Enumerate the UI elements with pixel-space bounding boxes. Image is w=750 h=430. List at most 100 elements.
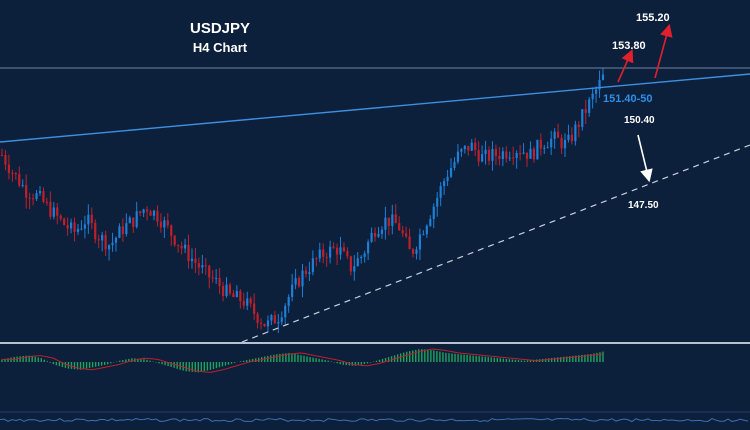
candle-bull	[107, 245, 111, 250]
candle-bear	[332, 246, 335, 248]
candle-bear	[90, 214, 93, 223]
candle-bear	[49, 201, 52, 217]
candle-bull	[563, 140, 567, 149]
candle-bear	[512, 157, 515, 159]
candle-bear	[31, 198, 35, 200]
chart-subtitle: H4 Chart	[193, 40, 248, 55]
candle-bear	[273, 315, 276, 324]
candle-bear	[7, 164, 11, 173]
candle-bull	[80, 228, 83, 230]
candle-bear	[304, 270, 308, 275]
candle-bull	[429, 218, 432, 226]
candle-bull	[591, 93, 594, 100]
label-147-50: 147.50	[628, 200, 659, 211]
candle-bear	[556, 131, 560, 138]
candle-bear	[173, 235, 176, 245]
candle-bull	[491, 148, 494, 161]
candle-bear	[346, 251, 349, 257]
candle-bull	[508, 157, 511, 159]
candle-bear	[405, 233, 408, 237]
candle-bull	[601, 74, 605, 81]
candle-bull	[280, 317, 283, 323]
candle-bear	[322, 249, 325, 257]
candle-bull	[501, 151, 504, 159]
candle-bull	[277, 322, 280, 324]
candle-bear	[577, 124, 580, 127]
candle-bear	[170, 225, 173, 236]
candle-bear	[0, 154, 4, 156]
candle-bull	[101, 234, 104, 241]
candle-bull	[35, 193, 38, 200]
candle-bull	[529, 148, 532, 159]
candle-bear	[325, 256, 328, 258]
candle-bear	[94, 222, 97, 240]
candle-bear	[204, 265, 207, 267]
candle-bear	[139, 211, 142, 214]
candle-bull	[456, 151, 460, 162]
candle-bull	[111, 242, 114, 246]
candle-bull	[329, 246, 332, 258]
candle-bull	[190, 258, 194, 262]
candle-bull	[125, 223, 128, 235]
label-153-80: 153.80	[612, 40, 646, 52]
label-155-20: 155.20	[636, 12, 670, 24]
candle-bull	[574, 124, 577, 142]
candle-bull	[460, 149, 463, 152]
candle-bear	[228, 284, 232, 294]
candle-bull	[266, 320, 270, 327]
candle-bear	[11, 172, 14, 174]
candle-bear	[180, 245, 183, 249]
candle-bull	[287, 296, 290, 306]
candle-bear	[474, 142, 477, 151]
candle-bear	[25, 184, 28, 198]
candle-bull	[294, 278, 297, 285]
candle-bull	[484, 149, 487, 155]
candle-bull	[246, 298, 249, 306]
candle-bear	[45, 201, 49, 203]
candle-bull	[118, 226, 121, 238]
candle-bull	[377, 233, 380, 237]
candle-bull	[308, 272, 311, 275]
candle-bear	[335, 247, 339, 255]
support-trendline	[241, 144, 750, 343]
candle-bull	[515, 153, 518, 158]
candle-bull	[76, 228, 80, 232]
candle-bear	[297, 278, 301, 287]
candle-bull	[339, 247, 342, 255]
candle-bull	[356, 258, 359, 267]
candle-bear	[166, 220, 169, 226]
candle-bear	[42, 191, 45, 202]
candle-bear	[242, 301, 245, 306]
candle-bear	[259, 322, 263, 324]
candle-bull	[432, 206, 435, 219]
candle-bear	[208, 265, 211, 278]
candle-bear	[467, 145, 470, 151]
candle-bull	[415, 249, 418, 254]
candle-bear	[63, 218, 66, 226]
candle-bull	[367, 241, 370, 254]
candle-bull	[446, 176, 449, 182]
candle-bear	[221, 286, 225, 297]
candle-bear	[560, 137, 563, 149]
candle-bear	[505, 151, 508, 159]
candle-bear	[156, 210, 159, 222]
candle-bull	[163, 220, 166, 228]
candle-bull	[481, 154, 484, 162]
candle-bear	[177, 244, 180, 246]
candle-bull	[135, 211, 138, 227]
candle-bull	[215, 277, 218, 279]
candle-bull	[422, 234, 425, 236]
candle-bull	[201, 265, 204, 268]
candle-bear	[239, 291, 242, 302]
candle-bear	[263, 323, 266, 327]
candle-bull	[439, 186, 442, 198]
candle-bull	[550, 138, 553, 148]
candle-bear	[121, 226, 124, 235]
candle-bear	[584, 109, 587, 113]
downside-arrow	[637, 134, 653, 183]
chart-title: USDJPY	[190, 20, 250, 37]
candle-bear	[315, 258, 318, 260]
candle-bear	[97, 239, 100, 241]
